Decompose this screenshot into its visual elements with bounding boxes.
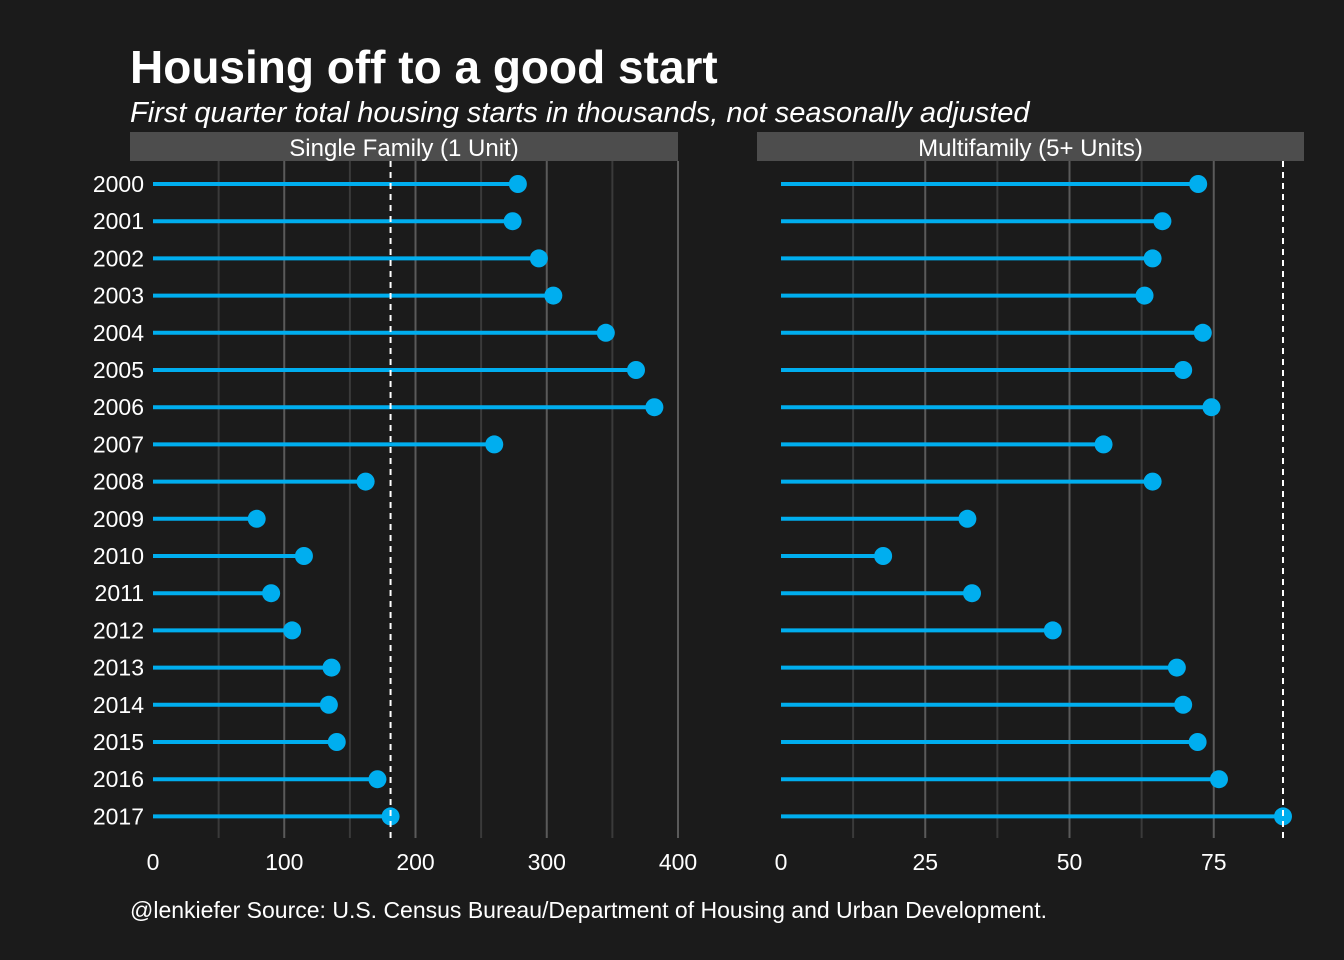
y-tick-label: 2014 — [93, 692, 144, 718]
lollipop-point-2009 — [958, 509, 977, 528]
y-tick-label: 2005 — [93, 357, 144, 383]
lollipop-point-2012 — [1043, 621, 1062, 640]
lollipop-point-2000 — [508, 175, 527, 193]
facet-strip — [130, 132, 678, 161]
lollipop-point-2008 — [356, 472, 375, 491]
lollipop-point-2006 — [1202, 398, 1221, 417]
y-tick-label: 2003 — [93, 283, 144, 309]
y-tick-label: 2004 — [93, 320, 144, 346]
lollipop-point-2003 — [1135, 286, 1154, 305]
lollipop-point-2017 — [1274, 807, 1292, 826]
lollipop-point-2007 — [485, 435, 504, 454]
lollipop-point-2007 — [1094, 435, 1113, 454]
lollipop-point-2013 — [322, 658, 341, 677]
lollipop-point-2014 — [319, 695, 338, 714]
panel-single-family: Single Family (1 Unit) 0 100 200 300 400 2000 2… — [93, 132, 697, 875]
y-tick-label: 2000 — [93, 171, 144, 197]
y-tick-label: 2015 — [93, 729, 144, 755]
lollipop-point-2010 — [874, 547, 893, 565]
x-tick-label: 200 — [396, 849, 434, 875]
lollipop-point-2011 — [962, 584, 981, 603]
lollipop-point-2014 — [1174, 695, 1193, 714]
chart-title: Housing off to a good start — [130, 41, 718, 93]
lollipop-point-2011 — [262, 584, 281, 603]
chart-subtitle: First quarter total housing starts in th… — [130, 97, 1030, 129]
lollipop-point-2013 — [1167, 658, 1186, 677]
x-tick-label: 75 — [1201, 849, 1227, 875]
lollipop-point-2005 — [627, 361, 645, 379]
x-tick-label: 25 — [912, 849, 938, 875]
y-tick-label: 2017 — [93, 803, 144, 829]
y-tick-label: 2009 — [93, 506, 144, 532]
y-tick-label: 2008 — [93, 469, 144, 495]
y-tick-label: 2006 — [93, 394, 144, 420]
lollipop-point-2004 — [596, 323, 615, 342]
x-tick-label: 300 — [528, 849, 566, 875]
lollipop-point-2010 — [294, 547, 313, 565]
facet-strip-label: Multifamily (5+ Units) — [918, 135, 1143, 162]
y-tick-label: 2010 — [93, 543, 144, 569]
lollipop-point-2009 — [247, 509, 266, 528]
lollipop-point-2003 — [544, 286, 563, 305]
y-tick-label: 2012 — [93, 617, 144, 643]
y-tick-label: 2013 — [93, 655, 144, 681]
lollipop-point-2012 — [283, 621, 302, 640]
facet-strip — [757, 132, 1304, 161]
lollipop-point-2016 — [1209, 770, 1228, 789]
lollipop-point-2017 — [381, 807, 400, 826]
y-tick-label: 2007 — [93, 431, 144, 457]
lollipop-point-2016 — [368, 770, 387, 789]
y-tick-label: 2011 — [95, 580, 144, 606]
lollipop-point-2006 — [645, 398, 664, 417]
lollipop-point-2002 — [1143, 249, 1162, 268]
lollipop-point-2015 — [327, 733, 346, 751]
panel-multifamily: Multifamily (5+ Units) 0 25 50 75 — [757, 132, 1304, 875]
lollipop-point-2002 — [529, 249, 548, 268]
y-tick-label: 2016 — [93, 766, 144, 792]
lollipop-point-2015 — [1188, 733, 1207, 751]
x-tick-label: 400 — [659, 849, 697, 875]
y-tick-label: 2001 — [93, 208, 144, 234]
facet-strip-label: Single Family (1 Unit) — [289, 135, 518, 162]
lollipop-point-2008 — [1143, 472, 1162, 491]
lollipop-point-2004 — [1193, 323, 1212, 342]
y-tick-label: 2002 — [93, 245, 144, 271]
x-tick-label: 50 — [1057, 849, 1083, 875]
lollipop-point-2005 — [1174, 361, 1193, 379]
x-tick-label: 100 — [265, 849, 303, 875]
x-tick-label: 0 — [147, 849, 160, 875]
lollipop-point-2001 — [1153, 212, 1172, 231]
lollipop-point-2000 — [1189, 175, 1208, 193]
chart-caption: @lenkiefer Source: U.S. Census Bureau/De… — [130, 897, 1047, 923]
lollipop-point-2001 — [503, 212, 522, 231]
x-tick-label: 0 — [775, 849, 788, 875]
